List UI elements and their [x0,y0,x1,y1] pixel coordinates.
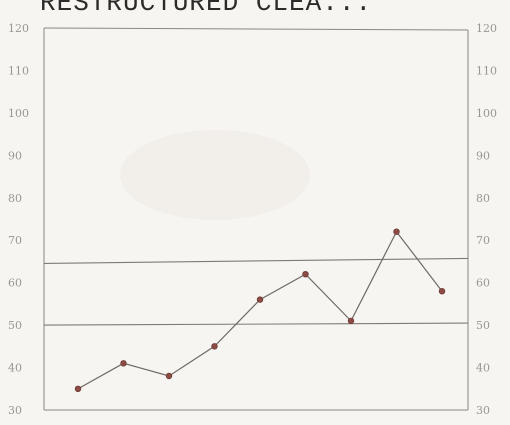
paper-smudge [120,130,310,220]
left-tick-label-80: 80 [8,192,22,205]
right-tick-label-100: 100 [476,107,497,120]
left-tick-label-110: 110 [8,64,29,77]
left-tick-label-40: 40 [8,362,22,375]
right-tick-label-30: 30 [476,404,490,417]
reference-line-50 [43,322,469,326]
data-point-7 [347,317,355,325]
right-tick-label-90: 90 [476,149,490,162]
data-point-6 [302,271,309,278]
left-tick-label-90: 90 [8,149,22,162]
data-point-8 [393,228,400,235]
right-tick-label-60: 60 [476,277,490,290]
top-axis-line [43,27,469,31]
data-point-1 [74,385,82,392]
data-point-9 [438,288,446,295]
data-point-2 [120,360,127,367]
right-tick-label-110: 110 [476,64,497,77]
right-tick-label-120: 120 [476,22,497,35]
left-tick-label-50: 50 [8,319,22,332]
data-point-3 [165,372,173,380]
reference-lines [43,257,469,326]
left-tick-label-100: 100 [8,107,29,120]
right-tick-label-50: 50 [476,319,490,332]
left-tick-label-60: 60 [8,277,22,290]
right-tick-label-40: 40 [476,362,490,375]
left-tick-label-70: 70 [8,234,22,247]
reference-line-65 [43,257,469,264]
data-point-4 [211,343,218,350]
left-tick-label-120: 120 [8,22,29,35]
data-series [74,228,446,392]
chart-title: RESTRUCTURED CLEA... [40,0,372,18]
chart-axes [43,27,469,411]
left-tick-label-30: 30 [8,404,22,417]
data-point-5 [256,296,264,303]
right-tick-label-70: 70 [476,234,490,247]
right-tick-label-80: 80 [476,192,490,205]
axis-ticks: 30 40 50 60 70 80 90 100 110 120 30 40 50 60 70 80 90 100… [8,22,497,417]
